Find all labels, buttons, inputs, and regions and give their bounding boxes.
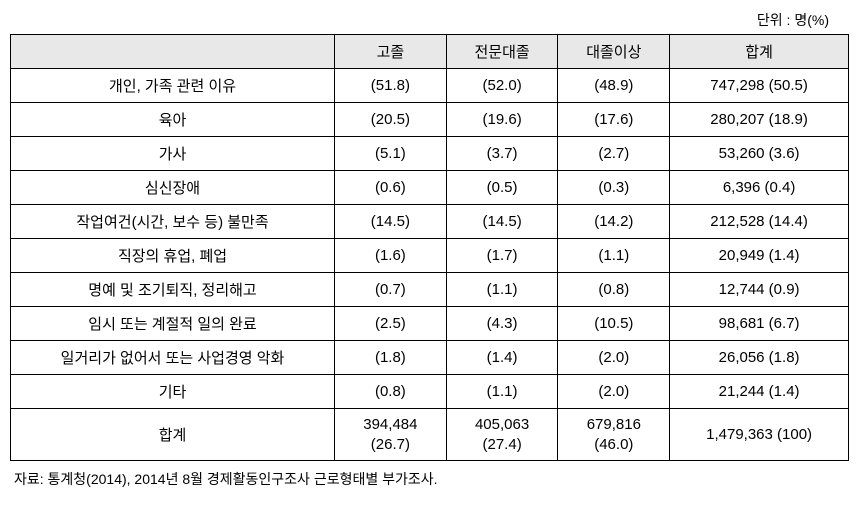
- total-cell-line1: 394,484: [363, 416, 417, 433]
- cell-c1: (0.6): [335, 171, 447, 205]
- cell-c4: 53,260 (3.6): [670, 137, 849, 171]
- table-header-row: 고졸 전문대졸 대졸이상 합계: [11, 35, 849, 69]
- table-total-row: 합계 394,484 (26.7) 405,063 (27.4) 679,816 (46.0…: [11, 409, 849, 461]
- cell-c4: 26,056 (1.8): [670, 341, 849, 375]
- cell-c4: 21,244 (1.4): [670, 375, 849, 409]
- cell-c4: 747,298 (50.5): [670, 69, 849, 103]
- data-table: 고졸 전문대졸 대졸이상 합계 개인, 가족 관련 이유(51.8)(52.0)…: [10, 34, 849, 461]
- cell-c2: (1.7): [446, 239, 558, 273]
- cell-c3: (48.9): [558, 69, 670, 103]
- cell-c3: (0.3): [558, 171, 670, 205]
- total-cell-line1: 405,063: [475, 416, 529, 433]
- cell-c2: (1.1): [446, 273, 558, 307]
- table-row: 직장의 휴업, 폐업(1.6)(1.7)(1.1)20,949 (1.4): [11, 239, 849, 273]
- header-col2: 전문대졸: [446, 35, 558, 69]
- cell-c1: (5.1): [335, 137, 447, 171]
- table-row: 가사(5.1)(3.7)(2.7)53,260 (3.6): [11, 137, 849, 171]
- cell-c3: (14.2): [558, 205, 670, 239]
- cell-c3: (2.0): [558, 341, 670, 375]
- row-label: 작업여건(시간, 보수 등) 불만족: [11, 205, 335, 239]
- total-cell-line2: (27.4): [483, 436, 522, 453]
- row-label: 일거리가 없어서 또는 사업경영 악화: [11, 341, 335, 375]
- cell-c2: (3.7): [446, 137, 558, 171]
- cell-c1: (1.8): [335, 341, 447, 375]
- table-row: 일거리가 없어서 또는 사업경영 악화(1.8)(1.4)(2.0)26,056…: [11, 341, 849, 375]
- table-row: 개인, 가족 관련 이유(51.8)(52.0)(48.9)747,298 (5…: [11, 69, 849, 103]
- cell-c4: 98,681 (6.7): [670, 307, 849, 341]
- cell-c1: (14.5): [335, 205, 447, 239]
- row-label: 기타: [11, 375, 335, 409]
- cell-c2: (19.6): [446, 103, 558, 137]
- cell-c3: (1.1): [558, 239, 670, 273]
- cell-c3: (2.0): [558, 375, 670, 409]
- row-label: 가사: [11, 137, 335, 171]
- total-cell-line2: (26.7): [371, 436, 410, 453]
- cell-c1: (0.8): [335, 375, 447, 409]
- cell-c1: (20.5): [335, 103, 447, 137]
- cell-c4: 280,207 (18.9): [670, 103, 849, 137]
- unit-label: 단위 : 명(%): [10, 10, 849, 30]
- row-label: 육아: [11, 103, 335, 137]
- header-col4: 합계: [670, 35, 849, 69]
- cell-c3: (17.6): [558, 103, 670, 137]
- cell-c4: 6,396 (0.4): [670, 171, 849, 205]
- header-col1: 고졸: [335, 35, 447, 69]
- row-label: 개인, 가족 관련 이유: [11, 69, 335, 103]
- total-cell-line2: (46.0): [594, 436, 633, 453]
- cell-c1: (0.7): [335, 273, 447, 307]
- total-cell-c1: 394,484 (26.7): [335, 409, 447, 461]
- cell-c1: (1.6): [335, 239, 447, 273]
- cell-c4: 20,949 (1.4): [670, 239, 849, 273]
- cell-c3: (2.7): [558, 137, 670, 171]
- header-col3: 대졸이상: [558, 35, 670, 69]
- table-row: 심신장애(0.6)(0.5)(0.3)6,396 (0.4): [11, 171, 849, 205]
- cell-c4: 212,528 (14.4): [670, 205, 849, 239]
- table-row: 육아(20.5)(19.6)(17.6)280,207 (18.9): [11, 103, 849, 137]
- cell-c4: 12,744 (0.9): [670, 273, 849, 307]
- cell-c1: (2.5): [335, 307, 447, 341]
- cell-c2: (14.5): [446, 205, 558, 239]
- table-row: 임시 또는 계절적 일의 완료(2.5)(4.3)(10.5)98,681 (6…: [11, 307, 849, 341]
- cell-c2: (0.5): [446, 171, 558, 205]
- table-row: 명예 및 조기퇴직, 정리해고(0.7)(1.1)(0.8)12,744 (0.…: [11, 273, 849, 307]
- total-cell-c3: 679,816 (46.0): [558, 409, 670, 461]
- total-cell-c4: 1,479,363 (100): [670, 409, 849, 461]
- row-label: 심신장애: [11, 171, 335, 205]
- cell-c2: (1.4): [446, 341, 558, 375]
- total-cell-c2: 405,063 (27.4): [446, 409, 558, 461]
- header-category: [11, 35, 335, 69]
- row-label: 임시 또는 계절적 일의 완료: [11, 307, 335, 341]
- total-cell-line1: 679,816: [587, 416, 641, 433]
- table-row: 기타(0.8)(1.1)(2.0)21,244 (1.4): [11, 375, 849, 409]
- total-label: 합계: [11, 409, 335, 461]
- table-row: 작업여건(시간, 보수 등) 불만족(14.5)(14.5)(14.2)212,…: [11, 205, 849, 239]
- source-note: 자료: 통계청(2014), 2014년 8월 경제활동인구조사 근로형태별 부…: [10, 469, 849, 489]
- cell-c2: (1.1): [446, 375, 558, 409]
- cell-c2: (52.0): [446, 69, 558, 103]
- cell-c3: (0.8): [558, 273, 670, 307]
- row-label: 직장의 휴업, 폐업: [11, 239, 335, 273]
- cell-c2: (4.3): [446, 307, 558, 341]
- row-label: 명예 및 조기퇴직, 정리해고: [11, 273, 335, 307]
- cell-c1: (51.8): [335, 69, 447, 103]
- cell-c3: (10.5): [558, 307, 670, 341]
